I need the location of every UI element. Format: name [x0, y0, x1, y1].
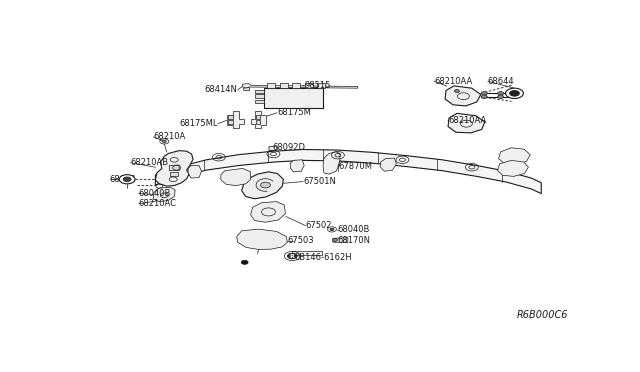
Text: 67503: 67503 — [287, 236, 314, 245]
Text: 67870M: 67870M — [338, 161, 372, 171]
Circle shape — [123, 177, 131, 182]
Polygon shape — [244, 87, 250, 90]
Polygon shape — [169, 165, 179, 171]
Text: 67502: 67502 — [306, 221, 332, 230]
Polygon shape — [251, 111, 266, 128]
Polygon shape — [156, 150, 541, 193]
Polygon shape — [255, 115, 260, 119]
Polygon shape — [448, 113, 484, 133]
Polygon shape — [251, 202, 285, 222]
Text: R6B000C6: R6B000C6 — [517, 310, 568, 320]
Polygon shape — [154, 187, 175, 202]
Circle shape — [498, 92, 504, 95]
Text: 68170N: 68170N — [337, 236, 370, 245]
Text: 68210A: 68210A — [154, 132, 186, 141]
Circle shape — [509, 90, 520, 96]
Circle shape — [454, 90, 460, 93]
Circle shape — [481, 92, 487, 95]
Polygon shape — [291, 160, 304, 172]
Text: 68210AC: 68210AC — [138, 199, 177, 208]
Circle shape — [332, 238, 337, 241]
Circle shape — [163, 140, 166, 142]
Polygon shape — [445, 86, 481, 106]
Circle shape — [481, 95, 487, 99]
Polygon shape — [269, 146, 277, 151]
Polygon shape — [255, 90, 264, 93]
Polygon shape — [221, 169, 251, 186]
Text: 68040B: 68040B — [337, 225, 369, 234]
Polygon shape — [381, 158, 396, 171]
Polygon shape — [323, 152, 340, 174]
Polygon shape — [228, 120, 233, 124]
Polygon shape — [255, 94, 264, 97]
Circle shape — [330, 228, 334, 231]
Polygon shape — [156, 151, 193, 186]
Polygon shape — [292, 83, 300, 88]
Circle shape — [287, 253, 297, 259]
Polygon shape — [268, 83, 275, 88]
Polygon shape — [255, 100, 264, 103]
Text: 68040B: 68040B — [138, 189, 171, 198]
Circle shape — [498, 95, 504, 99]
Circle shape — [506, 88, 524, 99]
Text: R: R — [290, 254, 295, 259]
Text: 68210AB: 68210AB — [131, 158, 169, 167]
Text: 68644: 68644 — [110, 175, 136, 184]
Text: 68175M: 68175M — [277, 108, 311, 117]
Polygon shape — [280, 83, 288, 88]
Circle shape — [119, 175, 135, 184]
Text: 68175ML: 68175ML — [179, 119, 218, 128]
Polygon shape — [228, 115, 233, 119]
Text: 68210AA: 68210AA — [448, 116, 486, 125]
Polygon shape — [227, 111, 244, 128]
Circle shape — [241, 260, 248, 264]
Text: 68644: 68644 — [488, 77, 515, 86]
Polygon shape — [305, 83, 312, 88]
Polygon shape — [243, 84, 358, 88]
Polygon shape — [499, 148, 531, 165]
Polygon shape — [317, 83, 325, 88]
Text: 98515: 98515 — [304, 81, 331, 90]
Circle shape — [328, 227, 337, 232]
Polygon shape — [255, 120, 260, 124]
Polygon shape — [242, 172, 284, 199]
Polygon shape — [333, 238, 348, 242]
Polygon shape — [188, 166, 202, 178]
Polygon shape — [237, 229, 287, 250]
Polygon shape — [264, 88, 323, 108]
Polygon shape — [170, 172, 178, 176]
Text: 68210AA: 68210AA — [434, 77, 472, 86]
Text: 67501N: 67501N — [303, 177, 336, 186]
Circle shape — [260, 182, 271, 188]
Text: 0B146-6162H: 0B146-6162H — [294, 253, 352, 262]
Polygon shape — [498, 160, 529, 176]
Text: 68092D: 68092D — [272, 143, 305, 152]
Text: 68414N: 68414N — [205, 86, 237, 94]
